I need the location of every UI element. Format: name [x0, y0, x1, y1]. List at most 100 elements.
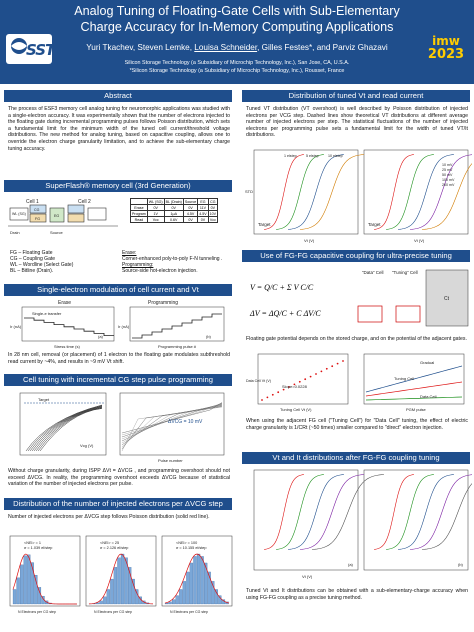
ispp-curve: [25, 404, 103, 452]
cell2-label: Cell 2: [78, 199, 91, 205]
cdf-curve: [287, 474, 345, 550]
erase-steps: [24, 317, 114, 336]
stress-axis: Stress time (s): [54, 344, 80, 349]
fg-tag: FG: [35, 217, 40, 221]
section-abstract: Abstract: [4, 90, 232, 102]
coupling-plots: Slope=0.0228 Tuning Cell Vt (V) Data Cel…: [244, 352, 472, 414]
hist-bar: [113, 567, 118, 605]
op-cell: 0V: [182, 216, 199, 223]
cg-tag: CG: [34, 208, 40, 212]
op-cell: Vcc: [207, 216, 219, 223]
cdf-curve: [373, 474, 415, 550]
vt-axis-left: Vt (V): [304, 238, 315, 243]
slope-axes: [257, 353, 349, 405]
tuning-vt-axis: Tuning Cell Vt (V): [280, 407, 312, 412]
gradual-label: Gradual: [420, 360, 434, 365]
abstract-text: The process of ESF3 memory cell analog t…: [8, 106, 230, 152]
mv-legend: 10 mV 25 mV 50 mV 100 mV 200 mV: [442, 163, 455, 187]
cdf-curve: [421, 481, 474, 550]
hist-bar: [124, 557, 128, 605]
wl-right: [87, 207, 107, 221]
imw-logo-text: imw: [432, 34, 460, 48]
cdf-curve: [299, 154, 365, 230]
hist-bar: [16, 577, 20, 605]
imw-logo-year: 2023: [427, 47, 465, 62]
subplot-a: (a): [98, 334, 104, 339]
after-left-axes: [253, 469, 359, 571]
staircase-lines: [121, 402, 223, 452]
wl-tag: WL (SG): [12, 212, 26, 216]
tuned-vt-plots: 1 elstep 5 elstep 10 elstep Target Targe…: [244, 148, 474, 246]
tuning-cell-label: Tuning Cell: [394, 376, 414, 381]
hist-bar: [120, 553, 125, 605]
fg-left: [29, 213, 47, 223]
cdf-curve: [397, 154, 455, 230]
tuning-line: [365, 381, 463, 397]
hist-bar: [135, 589, 139, 605]
poster-header: SST Analog Tuning of Floating-Gate Cells…: [0, 0, 474, 84]
hist-3-label: <NEl> = 100: [176, 541, 197, 545]
tuned-vt-note: Tuned VT distribution (VT overshoot) is …: [246, 106, 468, 139]
ispp-curve: [33, 406, 103, 452]
slope-point: [282, 388, 285, 391]
ir-axis-left: Ir (nA): [10, 324, 22, 329]
after-svg: Vt (V) (a) (b): [253, 469, 474, 579]
after-b: (b): [458, 562, 464, 567]
legend-50mv: 50 mV: [442, 173, 453, 177]
slope-point: [315, 373, 317, 375]
prog-step-line: [132, 313, 222, 339]
tuning-cell-box: [395, 305, 421, 323]
slope-point: [293, 383, 296, 386]
data-vt-axis: Data Cell Vt (V): [246, 379, 271, 383]
coupling-note: When using the adjacent FG cell ("Tuning…: [246, 418, 468, 431]
slope-point: [261, 399, 263, 401]
data-cell-label: Data Cell: [420, 394, 437, 399]
std-axis: STD: [245, 189, 253, 194]
equation-svg: V = Q/C + Σ V C/C ΔV = ΔQ/C + C ΔV/C “Da…: [249, 269, 469, 327]
single-e-label: Single-e transfer: [32, 311, 62, 316]
staircase-line: [121, 402, 223, 434]
op-cell: 0V: [197, 216, 209, 223]
data-cell-box: [357, 305, 383, 323]
section-fgfg: Use of FG-FG capacitive coupling for ult…: [242, 250, 470, 262]
op-table: WL (SG) BL (Drain) Source EG CG Erase 0V…: [130, 198, 219, 223]
histogram-row: <NEl> = 1 σ = 1.039 el/step <NEl> = 25 σ…: [6, 534, 234, 618]
hist-bar: [110, 578, 114, 605]
imw-logo: imw 2023: [422, 34, 470, 66]
after-right-curves: [373, 474, 474, 550]
cdf-curve: [421, 161, 474, 230]
hist-bar: [30, 562, 34, 605]
hist-bar: [168, 601, 172, 605]
cdf-curve: [275, 474, 325, 550]
single-electron-note: In 28 nm cell, removal (or placement) of…: [8, 352, 230, 365]
tem-image: [425, 269, 469, 327]
poisson-fit: [164, 553, 230, 604]
erase-step-line: [24, 317, 114, 336]
hist-bar: [117, 557, 121, 605]
op-cell: Vcc: [146, 216, 165, 223]
poster-title: Analog Tuning of Floating-Gate Cells wit…: [74, 4, 400, 34]
hist-bar: [131, 578, 135, 605]
target-right: Target: [368, 222, 381, 227]
hist-bar: [20, 564, 24, 605]
affiliation-2: *Silicon Storage Technology (a Subsidiar…: [129, 68, 345, 74]
legend-10mv: 10 mV: [442, 163, 453, 167]
hist-2-x: N Electrons per CG step: [94, 610, 132, 614]
subplot-b: (b): [206, 334, 212, 339]
op-cell: Read: [130, 216, 148, 223]
histogram-svg: <NEl> = 1 σ = 1.039 el/step <NEl> = 25 σ…: [9, 535, 233, 614]
section-superflash: SuperFlash® memory cell (3rd Generation): [4, 180, 232, 192]
hist-bar: [214, 589, 218, 605]
authors-post: , Gilles Festes*, and Parviz Ghazavi: [257, 43, 388, 52]
hist-2-label: <NEl> = 25: [100, 541, 119, 545]
cdf-curve: [263, 154, 305, 230]
hist-3-bars: [164, 553, 230, 605]
cdf-label-2: 5 elstep: [306, 154, 319, 158]
cdf-curve: [299, 474, 365, 550]
after-plots: Vt (V) (a) (b): [244, 468, 474, 580]
poisson-fit: [88, 553, 154, 605]
erase-axes: [21, 306, 115, 342]
hist-bar: [128, 567, 132, 605]
eg-tag: EG: [54, 214, 59, 218]
